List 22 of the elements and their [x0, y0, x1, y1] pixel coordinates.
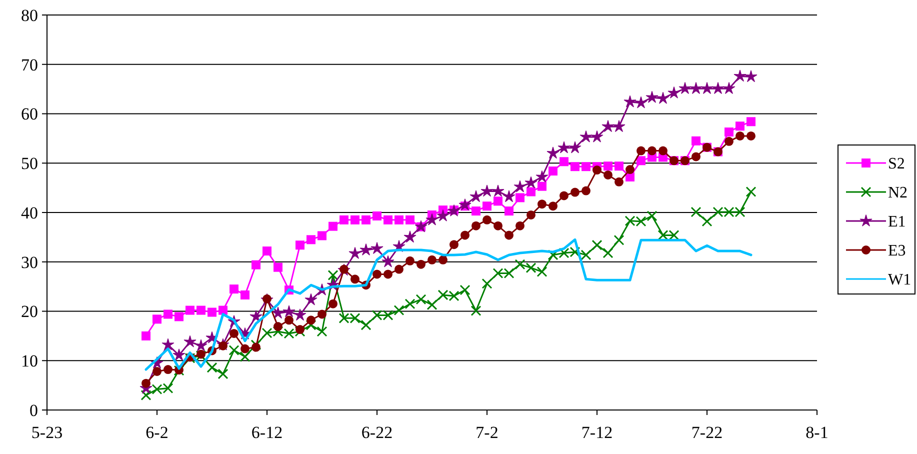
- y-tick-label: 10: [21, 352, 38, 371]
- x-tick-label: 6-2: [146, 423, 168, 442]
- legend-label: S2: [888, 156, 905, 173]
- x-tick-label: 6-22: [361, 423, 393, 442]
- y-tick-label: 80: [21, 6, 38, 25]
- y-tick-label: 0: [30, 400, 38, 420]
- legend-label: E1: [888, 214, 906, 231]
- x-tick-label: 8-1: [806, 423, 828, 442]
- x-tick-label: 7-2: [476, 423, 498, 442]
- legend-label: W1: [888, 272, 912, 289]
- y-tick-label: 30: [21, 252, 38, 272]
- x-tick-label: 6-12: [251, 423, 283, 442]
- y-tick-label: 70: [21, 55, 38, 74]
- x-tick-label: 7-22: [691, 423, 723, 442]
- y-tick-label: 40: [21, 203, 38, 222]
- x-tick-label: 5-23: [31, 423, 63, 442]
- x-tick-label: 7-12: [581, 423, 613, 442]
- y-tick-label: 20: [21, 302, 38, 322]
- y-tick-label: 60: [21, 104, 38, 124]
- legend-label: N2: [888, 184, 908, 202]
- legend-label: E3: [888, 242, 906, 260]
- y-tick-label: 50: [21, 154, 38, 174]
